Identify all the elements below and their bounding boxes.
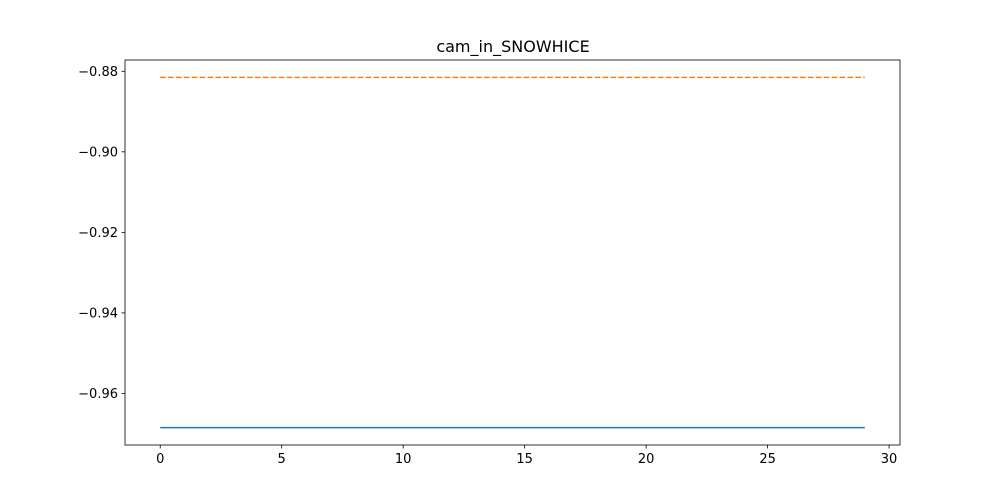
x-tick-label: 15 [516,452,533,467]
y-tick-label: −0.90 [78,145,118,160]
plot-area: 0 5 10 15 20 25 30 −0.96 −0.94 −0.92 −0.90 −0.88 [78,59,901,467]
x-tick-label: 10 [395,452,412,467]
y-tick-label: −0.96 [78,387,118,402]
y-tick-label: −0.92 [78,226,118,241]
y-tick-label: −0.94 [78,306,118,321]
axes-frame [124,59,901,446]
y-tick-label: −0.88 [78,65,118,80]
chart-title: cam_in_SNOWHICE [436,37,589,57]
x-tick-label: 0 [156,452,164,467]
x-tick-label: 30 [881,452,898,467]
x-tick-label: 5 [278,452,286,467]
x-tick-label: 20 [638,452,655,467]
x-tick-label: 25 [759,452,776,467]
